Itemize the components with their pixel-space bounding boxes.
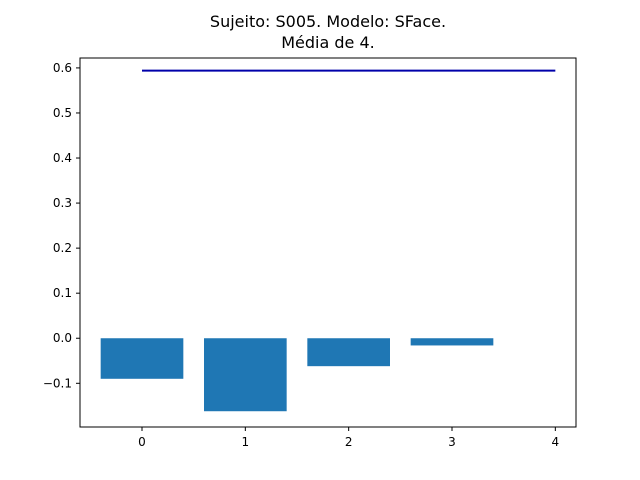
- bar-0: [100, 338, 184, 379]
- x-tick-label: 2: [345, 435, 353, 449]
- x-tick-label: 1: [242, 435, 250, 449]
- y-tick-label: 0.3: [53, 196, 72, 210]
- y-tick-label: 0.2: [53, 241, 72, 255]
- bar-1: [204, 338, 287, 412]
- y-axis: −0.1 0.0 0.1 0.2 0.3 0.4 0.5 0.6: [43, 61, 80, 390]
- bar-2: [307, 338, 390, 367]
- plot-frame: [79, 57, 577, 428]
- x-tick-label: 0: [138, 435, 146, 449]
- y-tick-label: 0.6: [53, 61, 72, 75]
- y-tick-label: 0.4: [53, 151, 72, 165]
- y-tick-label: 0.5: [53, 106, 72, 120]
- y-tick-label: 0.1: [53, 286, 72, 300]
- x-tick-label: 4: [552, 435, 560, 449]
- x-tick-label: 3: [448, 435, 456, 449]
- chart-title-line-1: Média de 4.: [281, 33, 375, 52]
- y-tick-label: 0.0: [53, 331, 72, 345]
- x-axis: 0 1 2 3 4: [138, 427, 559, 449]
- chart-title-line-0: Sujeito: S005. Modelo: SFace.: [210, 12, 446, 31]
- chart-title: Sujeito: S005. Modelo: SFace. Média de 4.: [210, 12, 446, 52]
- bar-3: [410, 338, 494, 346]
- y-tick-label: −0.1: [43, 376, 72, 390]
- bars: [100, 338, 494, 412]
